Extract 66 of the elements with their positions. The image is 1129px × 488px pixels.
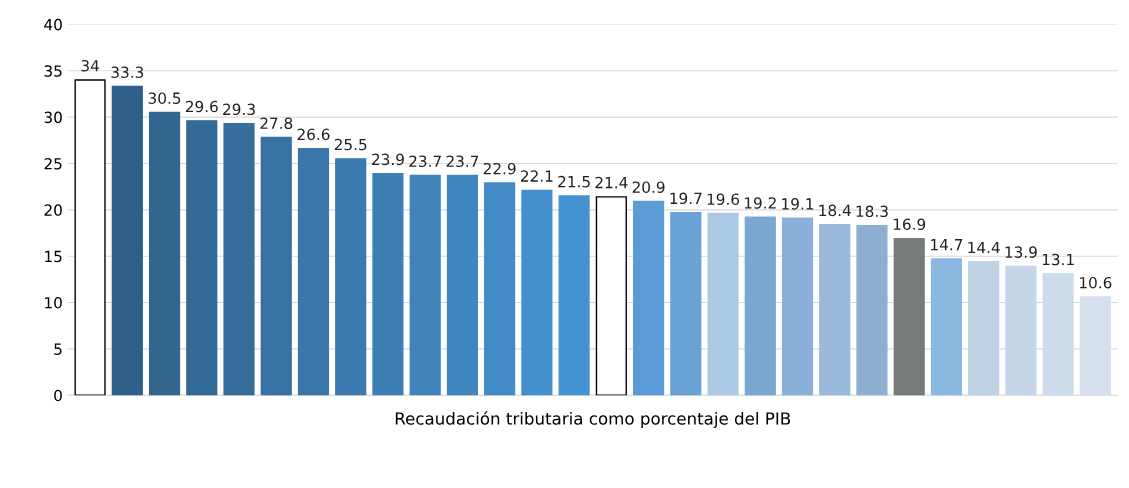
data-label: 22.9 [483, 162, 516, 175]
bar [260, 136, 292, 396]
data-label: 27.8 [260, 117, 293, 129]
bar [1005, 265, 1037, 396]
bar [781, 217, 814, 396]
bar [558, 195, 590, 396]
bar [1079, 296, 1111, 396]
y-tick-label: 35 [44, 65, 62, 77]
data-label: 19.7 [670, 192, 702, 205]
y-tick-label: 20 [44, 204, 62, 216]
bar [744, 216, 776, 396]
bar [446, 174, 478, 396]
data-label: 23.9 [372, 153, 404, 166]
bar [335, 158, 367, 396]
bar [521, 189, 553, 396]
bar [968, 261, 1000, 396]
data-label: 30.5 [148, 92, 181, 104]
y-tick-label: 30 [44, 111, 62, 124]
bar [484, 182, 516, 396]
y-tick-label: 5 [54, 343, 62, 355]
bar [930, 258, 963, 396]
data-label: 14.4 [968, 241, 1000, 254]
data-label: 26.6 [297, 128, 330, 141]
data-label: 29.3 [223, 103, 255, 116]
y-tick-label: 25 [44, 157, 62, 170]
data-label: 16.9 [893, 218, 926, 231]
data-label: 29.6 [185, 100, 218, 113]
bar [74, 79, 106, 396]
data-label: 18.3 [856, 205, 888, 218]
data-label: 14.7 [931, 239, 963, 251]
data-label: 19.6 [707, 193, 740, 206]
x-axis-title: Recaudación tributaria como porcentaje del PIB [395, 411, 791, 429]
bar [111, 85, 143, 396]
y-tick-label: 40 [44, 18, 62, 31]
bar [632, 200, 665, 396]
data-label: 34 [81, 59, 99, 72]
data-label: 25.5 [334, 138, 367, 151]
data-label: 19.2 [744, 197, 776, 209]
bar [372, 172, 404, 396]
bar [1042, 273, 1074, 396]
data-label: 19.1 [782, 198, 814, 210]
data-label: 13.1 [1042, 253, 1074, 266]
y-tick-label: 15 [45, 250, 62, 263]
bar [819, 223, 851, 396]
y-tick-label: 0 [54, 389, 62, 402]
bar [148, 111, 181, 396]
bar [670, 211, 702, 396]
bar [186, 120, 218, 396]
bar [595, 196, 627, 396]
bar [707, 212, 739, 396]
bar [893, 237, 925, 396]
data-label: 33.3 [111, 66, 144, 79]
data-label: 22.1 [520, 170, 553, 182]
data-label: 10.6 [1080, 276, 1112, 289]
bar [409, 174, 441, 396]
y-tick-label: 10 [45, 297, 62, 309]
bar [223, 122, 255, 396]
data-label: 23.7 [446, 155, 479, 168]
bar [297, 147, 330, 396]
data-label: 21.5 [558, 175, 590, 188]
bar [856, 224, 888, 396]
data-label: 13.9 [1005, 246, 1037, 258]
data-label: 21.4 [595, 176, 628, 189]
data-label: 18.4 [819, 204, 851, 217]
data-label: 20.9 [632, 181, 665, 193]
data-label: 23.7 [409, 155, 441, 168]
